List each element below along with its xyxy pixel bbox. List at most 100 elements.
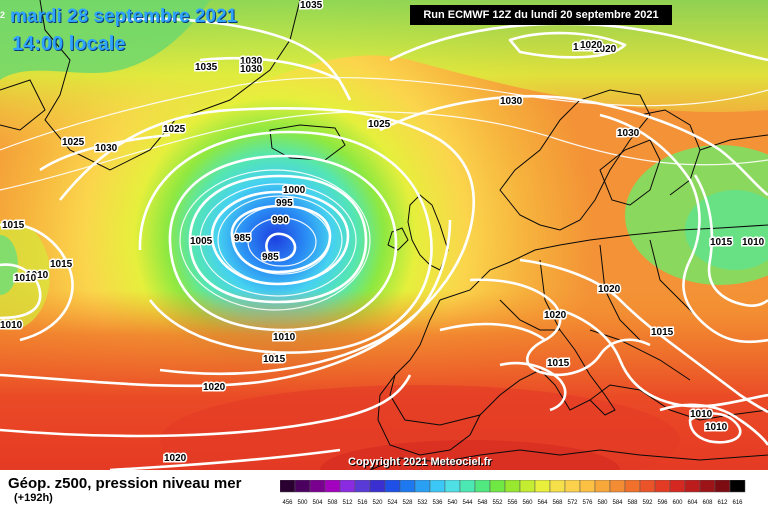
legend-swatch: [280, 480, 296, 493]
legend-value: 596: [657, 500, 668, 506]
legend-swatch: [414, 480, 431, 493]
isobar-label: 1015: [2, 220, 25, 231]
legend-swatch: [399, 480, 416, 493]
legend-value: 456: [282, 500, 293, 506]
legend-value: 612: [717, 500, 728, 506]
legend-value: 600: [672, 500, 683, 506]
legend-swatch: [609, 480, 626, 493]
legend-value: 560: [522, 500, 533, 506]
legend-value: 520: [372, 500, 383, 506]
isobar-label: 1020: [580, 40, 603, 51]
isobar-label: 1015: [263, 354, 286, 365]
isobar-label: 1030: [95, 143, 118, 154]
legend-swatch: [714, 480, 731, 493]
legend-swatch: [624, 480, 641, 493]
legend-swatch: [564, 480, 581, 493]
legend-value: 516: [357, 500, 368, 506]
weather-map: 1035 1035 1030 1030 1025 1025 1025 1030 1030 1030…: [0, 0, 768, 470]
legend-swatch: [699, 480, 716, 493]
legend-value: 552: [492, 500, 503, 506]
isobar-label: 1020: [598, 284, 621, 295]
legend-value: 512: [342, 500, 353, 506]
isobar-label: 985: [262, 252, 279, 263]
copyright: Copyright 2021 Meteociel.fr: [348, 456, 492, 468]
legend-value: 500: [297, 500, 308, 506]
isobar-label: 1030: [617, 128, 640, 139]
legend-value: 504: [312, 500, 323, 506]
legend-swatch: [294, 480, 311, 493]
legend-swatch: [444, 480, 461, 493]
legend-value: 544: [462, 500, 473, 506]
isobar-label: 1015: [547, 358, 570, 369]
isobar-label: 1010: [273, 332, 296, 343]
isobar-label: 985: [234, 233, 251, 244]
isobar-label: 1015: [50, 259, 73, 270]
isobar-label: 1010: [0, 320, 23, 331]
legend-swatch: [534, 480, 551, 493]
legend-swatch: [594, 480, 611, 493]
legend-value: 568: [552, 500, 563, 506]
isobar-label: 1000: [283, 185, 306, 196]
legend-swatch: [474, 480, 491, 493]
isobar-label: 1035: [195, 62, 218, 73]
color-scale-legend: 456 500 504 508 512 516 520 524 528 532 536 540 544 5…: [280, 480, 746, 506]
legend-swatch: [519, 480, 536, 493]
isobar-label: 1030: [240, 56, 263, 67]
isobar-label: 1020: [203, 382, 226, 393]
legend-value: 564: [537, 500, 548, 506]
legend-swatch: [354, 480, 371, 493]
isobar-label: 1020: [573, 42, 596, 53]
legend-value: 508: [327, 500, 338, 506]
legend-swatch: [669, 480, 686, 493]
legend-value: 580: [597, 500, 608, 506]
legend-swatch: [369, 480, 386, 493]
isobar-label: 1010: [14, 273, 37, 284]
svg-text:2: 2: [0, 10, 5, 20]
legend-value: 588: [627, 500, 638, 506]
legend-swatch: [459, 480, 476, 493]
isobar-label: 1015: [651, 327, 674, 338]
legend-swatch: [729, 480, 746, 493]
legend-swatch: [429, 480, 446, 493]
legend-swatch: [504, 480, 521, 493]
legend-swatch: [579, 480, 596, 493]
legend-swatch: [549, 480, 566, 493]
isobar-label: 1035: [300, 0, 323, 11]
legend-value: 576: [582, 500, 593, 506]
isobar-label: 1030: [500, 96, 523, 107]
legend-value: 604: [687, 500, 698, 506]
legend-value: 616: [732, 500, 743, 506]
legend-swatch: [639, 480, 656, 493]
isobar-label: 1015: [710, 237, 733, 248]
legend-swatch: [654, 480, 671, 493]
legend-swatch: [684, 480, 701, 493]
legend-value: 584: [612, 500, 623, 506]
isobar-label: 1020: [544, 310, 567, 321]
isobar-label: 1025: [163, 124, 186, 135]
map-title: Géop. z500, pression niveau mer: [8, 475, 242, 492]
legend-value: 548: [477, 500, 488, 506]
legend-value: 556: [507, 500, 518, 506]
legend-value: 532: [417, 500, 428, 506]
isobar-label: 1010: [26, 270, 49, 281]
legend-value: 592: [642, 500, 653, 506]
footer-bar: Géop. z500, pression niveau mer (+192h) …: [0, 470, 768, 512]
isobar-label: 1010: [742, 237, 765, 248]
legend-value: 540: [447, 500, 458, 506]
legend-swatch: [309, 480, 326, 493]
isobar-label: 1020: [594, 44, 617, 55]
isobar-label: 990: [272, 215, 289, 226]
isobar-label: 1025: [368, 119, 391, 130]
legend-swatch: [339, 480, 356, 493]
isobar-label: 1025: [62, 137, 85, 148]
forecast-date: mardi 28 septembre 2021: [10, 6, 238, 27]
legend-value: 608: [702, 500, 713, 506]
legend-swatch: [324, 480, 341, 493]
isobar-label: 995: [276, 198, 293, 209]
legend-swatch: [489, 480, 506, 493]
lead-time: (+192h): [14, 492, 53, 504]
isobar-label: 1010: [690, 409, 713, 420]
isobar-label: 1005: [190, 236, 213, 247]
legend-value: 524: [387, 500, 398, 506]
